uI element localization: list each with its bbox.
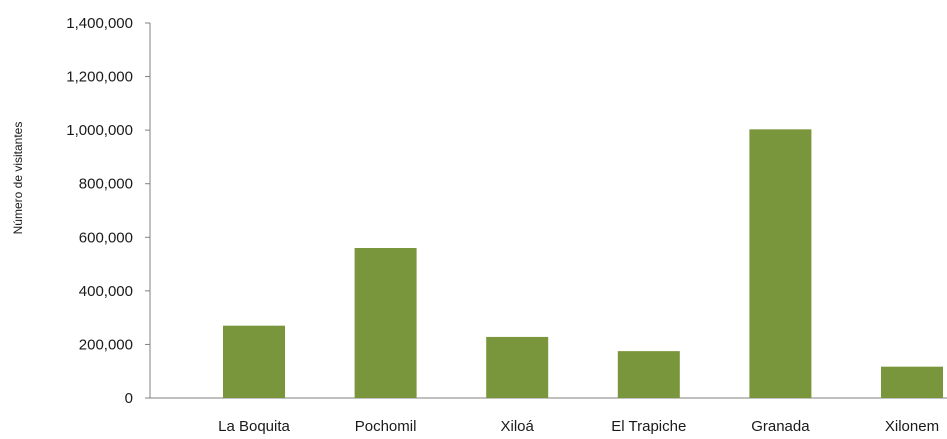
- y-tick-label: 1,400,000: [66, 15, 133, 32]
- y-tick-label: 1,200,000: [66, 69, 133, 86]
- y-tick-label: 400,000: [79, 283, 133, 300]
- y-axis: 0 200,000 400,000 600,000 800,000 1,000,000 1,…: [66, 15, 151, 407]
- y-ticks: 0 200,000 400,000 600,000 800,000 1,000,000 1,…: [66, 15, 150, 407]
- y-tick-label: 1,000,000: [66, 122, 133, 139]
- bars: [223, 129, 943, 398]
- x-category-labels: La Boquita Pochomil Xiloá El Trapiche Granad…: [218, 418, 939, 435]
- bar-pochomil: [354, 248, 417, 398]
- x-category-label: Pochomil: [355, 418, 417, 435]
- bar-granada: [749, 129, 812, 398]
- y-tick-label: 800,000: [79, 176, 133, 193]
- y-tick-label: 0: [125, 390, 133, 407]
- bar-xilo-: [486, 336, 549, 398]
- y-tick-label: 200,000: [79, 336, 133, 353]
- y-axis-title: Número de visitantes: [11, 122, 25, 235]
- x-axis: La Boquita Pochomil Xiloá El Trapiche Granad…: [150, 397, 947, 435]
- x-category-label: Xiloá: [501, 418, 535, 435]
- bar-xilonem: [881, 366, 943, 398]
- bar-el-trapiche: [617, 351, 680, 398]
- bar-la-boquita: [223, 325, 285, 398]
- x-category-label: La Boquita: [218, 418, 290, 435]
- x-category-label: El Trapiche: [611, 418, 686, 435]
- y-tick-label: 600,000: [79, 229, 133, 246]
- x-category-label: Granada: [751, 418, 810, 435]
- x-category-label: Xilonem: [885, 418, 939, 435]
